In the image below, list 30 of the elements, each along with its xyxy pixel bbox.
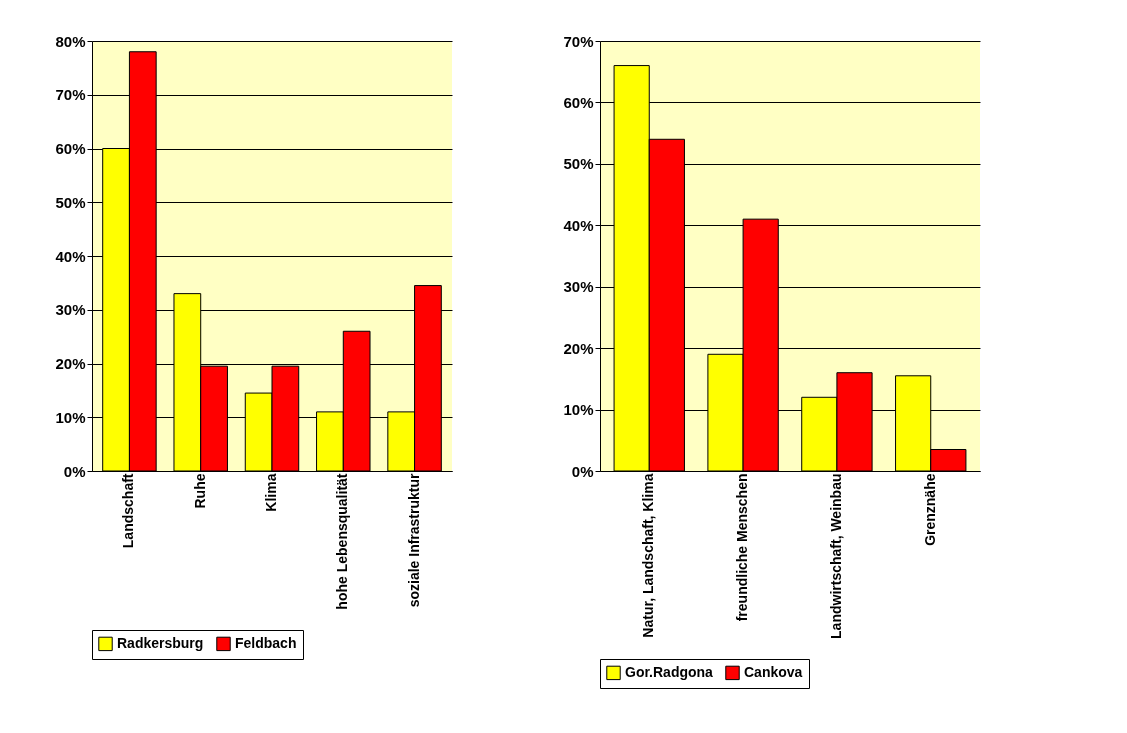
y-tick-label: 10% [563, 401, 594, 419]
y-tick-label: 0% [63, 462, 86, 480]
y-tick-label: 20% [563, 339, 594, 357]
y-tick-label: 30% [563, 278, 594, 296]
y-tick-label: 40% [55, 247, 86, 265]
y-tick-label: 0% [571, 462, 594, 480]
x-tick-label: Natur, Landschaft, Klima [640, 473, 657, 638]
x-tick-label: Klima [263, 473, 279, 512]
x-tick-label: Grenznähe [921, 473, 938, 546]
x-tick-label: Ruhe [191, 473, 208, 509]
y-tick-label: 60% [55, 140, 86, 157]
x-tick-label: soziale Infrastruktur [405, 472, 422, 608]
legend-label: Cankova [744, 663, 803, 680]
x-tick-label: freundliche Menschen [734, 473, 751, 622]
y-tick-label: 20% [55, 355, 86, 372]
legend-label: Feldbach [235, 634, 297, 651]
y-tick-label: 10% [55, 408, 86, 426]
y-tick-label: 70% [55, 86, 86, 104]
y-tick-label: 50% [563, 155, 594, 173]
x-tick-label: Landwirtschaft, Weinbau [827, 473, 844, 639]
y-tick-label: 70% [563, 32, 594, 50]
y-tick-label: 50% [55, 193, 86, 211]
x-tick-label: hohe Lebensqualität [334, 473, 351, 610]
legend-label: Gor.Radgona [625, 663, 714, 680]
y-tick-label: 40% [563, 216, 594, 234]
y-tick-label: 30% [55, 301, 86, 319]
x-tick-label: Landschaft [120, 473, 137, 549]
y-tick-label: 80% [55, 32, 86, 50]
y-tick-label: 60% [563, 93, 594, 111]
legend-label: Radkersburg [117, 634, 204, 651]
